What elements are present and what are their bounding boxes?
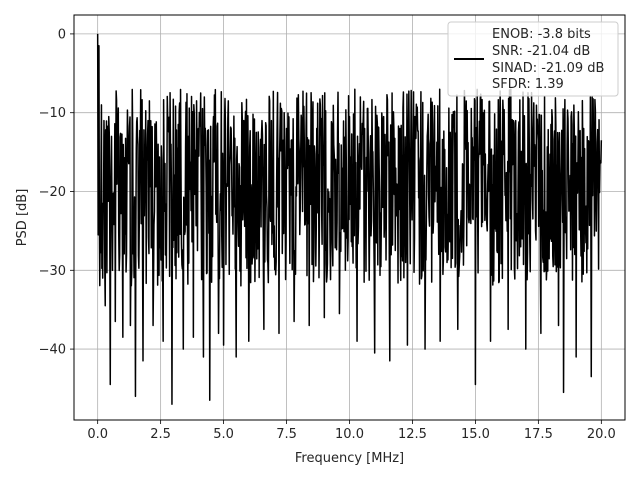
legend-box xyxy=(447,21,619,97)
y-ticks: 0 −10 −20 −30 −40 xyxy=(39,27,74,358)
trace-layer xyxy=(96,33,603,405)
x-tick-label: 17.5 xyxy=(524,427,553,442)
y-tick-label: 0 xyxy=(58,27,66,42)
x-tick-label: 12.5 xyxy=(398,427,427,442)
y-tick-label: −30 xyxy=(39,264,66,279)
x-tick-label: 5.0 xyxy=(213,427,234,442)
legend-sfdr: SFDR: 1.39 xyxy=(492,77,564,92)
legend: ENOB: -3.8 bits SNR: -21.04 dB SINAD: -2… xyxy=(447,21,619,97)
x-tick-label: 7.5 xyxy=(276,427,297,442)
y-tick-label: −10 xyxy=(39,106,66,121)
x-tick-label: 15.0 xyxy=(461,427,490,442)
y-tick-label: −40 xyxy=(39,343,66,358)
legend-enob: ENOB: -3.8 bits xyxy=(492,27,591,42)
legend-sinad: SINAD: -21.09 dB xyxy=(492,61,604,76)
x-tick-label: 10.0 xyxy=(335,427,364,442)
x-tick-label: 0.0 xyxy=(87,427,108,442)
x-tick-label: 2.5 xyxy=(150,427,171,442)
legend-snr: SNR: -21.04 dB xyxy=(492,44,590,59)
y-tick-label: −20 xyxy=(39,185,66,200)
x-tick-label: 20.0 xyxy=(587,427,616,442)
y-axis-label: PSD [dB] xyxy=(15,189,30,247)
x-axis-label: Frequency [MHz] xyxy=(295,451,404,466)
psd-trace-line xyxy=(96,33,603,405)
x-ticks: 0.0 2.5 5.0 7.5 10.0 12.5 15.0 17.5 20.0 xyxy=(87,420,616,442)
